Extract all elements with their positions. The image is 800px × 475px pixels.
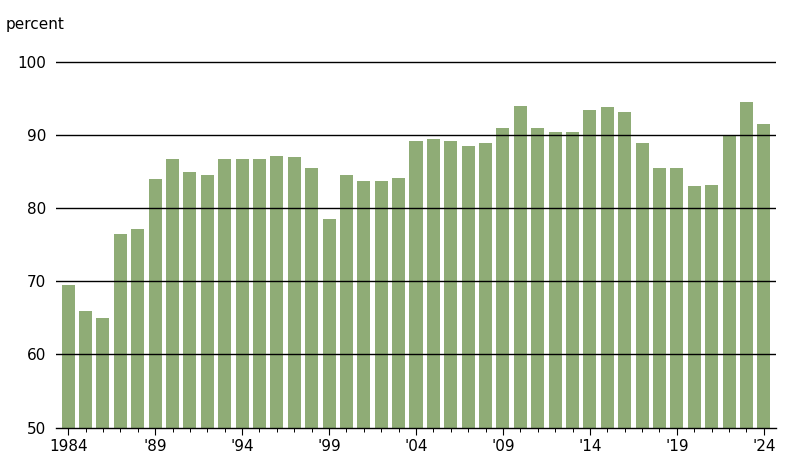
Bar [583, 110, 597, 475]
Bar [183, 172, 197, 475]
Bar [479, 142, 492, 475]
Bar [462, 146, 474, 475]
Bar [670, 168, 683, 475]
Bar [688, 186, 701, 475]
Bar [635, 142, 649, 475]
Bar [62, 285, 74, 475]
Bar [358, 180, 370, 475]
Bar [497, 128, 510, 475]
Bar [288, 157, 301, 475]
Bar [601, 107, 614, 475]
Bar [218, 159, 231, 475]
Bar [270, 156, 283, 475]
Bar [444, 141, 458, 475]
Bar [392, 178, 405, 475]
Bar [374, 180, 388, 475]
Bar [340, 175, 353, 475]
Bar [618, 112, 631, 475]
Bar [722, 135, 735, 475]
Bar [253, 159, 266, 475]
Bar [166, 159, 179, 475]
Bar [740, 102, 753, 475]
Bar [531, 128, 544, 475]
Bar [201, 175, 214, 475]
Bar [705, 185, 718, 475]
Bar [653, 168, 666, 475]
Bar [305, 168, 318, 475]
Bar [410, 141, 422, 475]
Bar [427, 139, 440, 475]
Bar [322, 219, 335, 475]
Bar [149, 179, 162, 475]
Bar [566, 132, 579, 475]
Bar [131, 229, 144, 475]
Bar [514, 106, 527, 475]
Bar [114, 234, 127, 475]
Bar [79, 311, 92, 475]
Text: percent: percent [6, 17, 65, 32]
Bar [549, 132, 562, 475]
Bar [758, 124, 770, 475]
Bar [97, 318, 110, 475]
Bar [235, 159, 249, 475]
